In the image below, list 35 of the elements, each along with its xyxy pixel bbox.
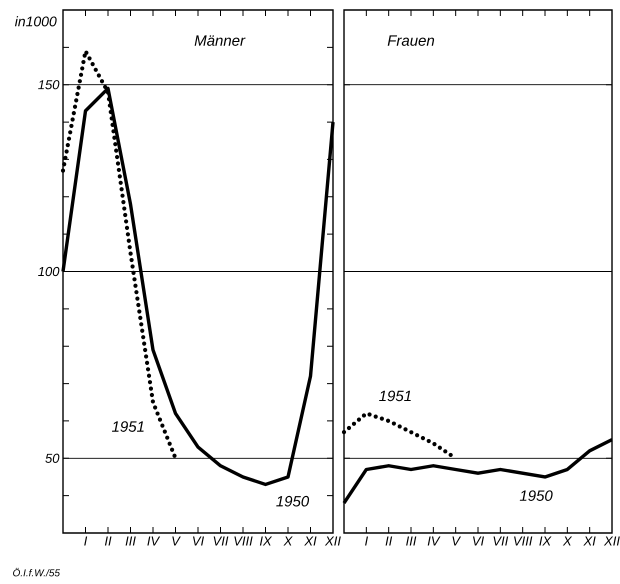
series-label: 1950 bbox=[520, 490, 553, 501]
x-tick-label: VI bbox=[472, 536, 484, 546]
x-tick-label: I bbox=[84, 536, 88, 546]
x-tick-label: V bbox=[452, 536, 462, 546]
text: Männer bbox=[194, 35, 246, 46]
x-tick-label: XII bbox=[604, 536, 620, 546]
text: Frauen bbox=[388, 35, 434, 46]
x-tick-label: VII bbox=[494, 536, 508, 546]
x-tick-label: I bbox=[365, 536, 368, 546]
x-tick-label: XII bbox=[324, 536, 341, 546]
x-tick-label: III bbox=[406, 536, 416, 546]
x-tick-label: VI bbox=[192, 536, 204, 546]
y-tick-label: 150 bbox=[38, 80, 60, 90]
x-tick-label: V bbox=[172, 536, 181, 546]
x-tick-label: II bbox=[386, 536, 392, 546]
legend-label: 1950 bbox=[276, 496, 310, 507]
series-label: 1951 bbox=[379, 390, 411, 402]
x-tick-label: IX bbox=[539, 536, 552, 546]
text: Ö.I.f.W./55 bbox=[13, 568, 60, 576]
x-tick-label: VII bbox=[214, 536, 228, 546]
series-label: 1951 bbox=[112, 421, 144, 432]
y-axis-title: in1000 bbox=[14, 16, 57, 26]
x-tick-label: II bbox=[104, 536, 112, 546]
x-tick-label: VIII bbox=[514, 536, 532, 546]
y-tick-label: 100 bbox=[38, 266, 60, 276]
y-tick-label: 50 bbox=[45, 454, 60, 463]
x-tick-label: XI bbox=[304, 536, 316, 546]
x-tick-label: XI bbox=[583, 536, 596, 546]
x-tick-label: X bbox=[283, 536, 293, 546]
x-tick-label: IV bbox=[147, 536, 160, 546]
x-tick-label: III bbox=[126, 536, 136, 546]
x-tick-label: IV bbox=[428, 536, 440, 546]
x-tick-label: X bbox=[562, 536, 572, 546]
x-tick-label: VIII bbox=[234, 536, 253, 546]
x-tick-label: IX bbox=[260, 536, 272, 546]
